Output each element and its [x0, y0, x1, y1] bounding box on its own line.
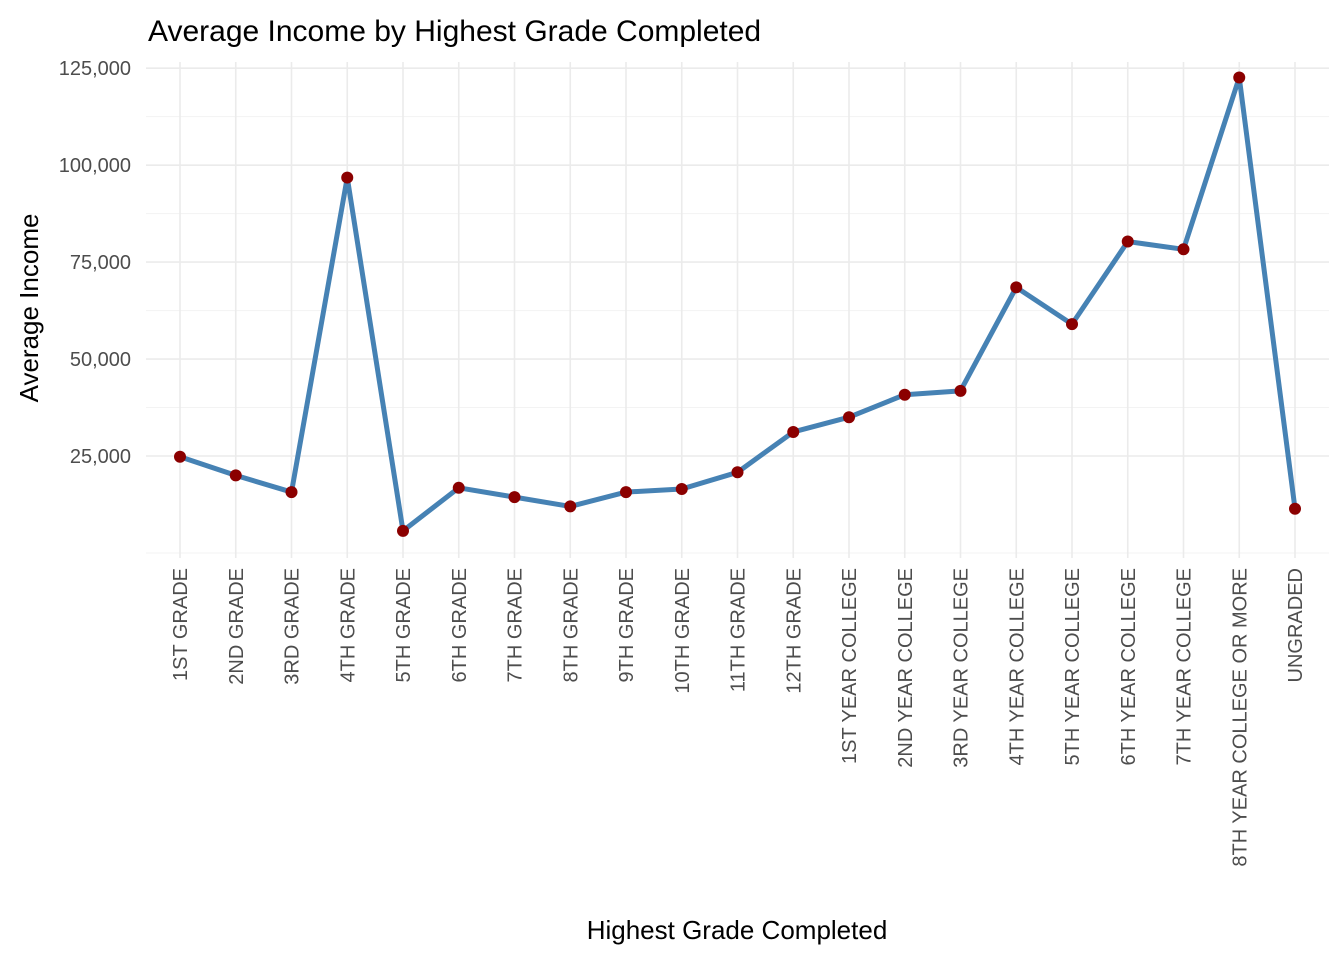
x-tick-label: 9TH GRADE: [616, 568, 638, 682]
x-tick-label: 1ST YEAR COLLEGE: [839, 568, 861, 764]
data-point: [1289, 502, 1301, 515]
x-tick-label: 6TH GRADE: [449, 568, 471, 682]
x-axis-title: Highest Grade Completed: [587, 915, 888, 945]
data-point: [341, 171, 354, 184]
x-tick-label: 2ND YEAR COLLEGE: [895, 568, 917, 768]
y-tick-label: 25,000: [70, 446, 131, 468]
x-tick-label: 5TH YEAR COLLEGE: [1062, 568, 1084, 765]
x-tick-label: 11TH GRADE: [728, 568, 750, 692]
grid: [146, 62, 1329, 558]
x-tick-label: 7TH GRADE: [505, 568, 527, 682]
data-point: [174, 450, 186, 463]
data-point: [620, 486, 632, 499]
x-tick-label: 6TH YEAR COLLEGE: [1118, 568, 1140, 765]
x-tick-label: 3RD GRADE: [282, 568, 304, 685]
data-point: [229, 469, 242, 482]
y-tick-label: 50,000: [70, 349, 131, 371]
data-point: [787, 425, 800, 438]
x-tick-label: 1ST GRADE: [170, 568, 192, 681]
x-tick-label: 12TH GRADE: [783, 568, 805, 694]
x-tick-label: 5TH GRADE: [393, 568, 415, 682]
x-tick-label: 8TH YEAR COLLEGE OR MORE: [1229, 568, 1251, 867]
data-point: [843, 411, 855, 424]
data-point: [397, 524, 409, 537]
data-point: [1121, 235, 1134, 248]
data-point: [452, 481, 465, 494]
y-axis-title: Average Income: [14, 214, 44, 403]
x-tick-label: 3RD YEAR COLLEGE: [951, 568, 973, 768]
data-point: [1233, 71, 1246, 84]
x-tick-label: 2ND GRADE: [226, 568, 248, 685]
data-point: [285, 486, 298, 499]
x-tick-label: 4TH GRADE: [337, 568, 359, 682]
x-tick-label: 4TH YEAR COLLEGE: [1006, 568, 1028, 765]
data-point: [1066, 318, 1078, 331]
chart-title: Average Income by Highest Grade Complete…: [148, 15, 761, 48]
data-point: [898, 388, 911, 401]
data-point: [731, 466, 744, 479]
data-point: [1177, 243, 1190, 256]
data-point: [954, 384, 967, 397]
x-tick-label: UNGRADED: [1285, 568, 1307, 682]
data-points: [174, 71, 1301, 537]
y-axis-ticks: 25,000 50,000 75,000 100,000 125,000: [59, 58, 131, 468]
data-point: [508, 491, 521, 504]
data-point: [564, 500, 577, 513]
data-point: [1010, 281, 1023, 294]
y-tick-label: 75,000: [70, 252, 131, 274]
data-point: [675, 482, 688, 495]
x-axis-ticks: 1ST GRADE 2ND GRADE 3RD GRADE 4TH GRADE 5TH …: [170, 568, 1307, 867]
y-tick-label: 100,000: [59, 155, 131, 177]
x-tick-label: 7TH YEAR COLLEGE: [1174, 568, 1196, 765]
x-tick-label: 10TH GRADE: [672, 568, 694, 694]
x-tick-label: 8TH GRADE: [560, 568, 582, 682]
y-tick-label: 125,000: [59, 58, 131, 80]
